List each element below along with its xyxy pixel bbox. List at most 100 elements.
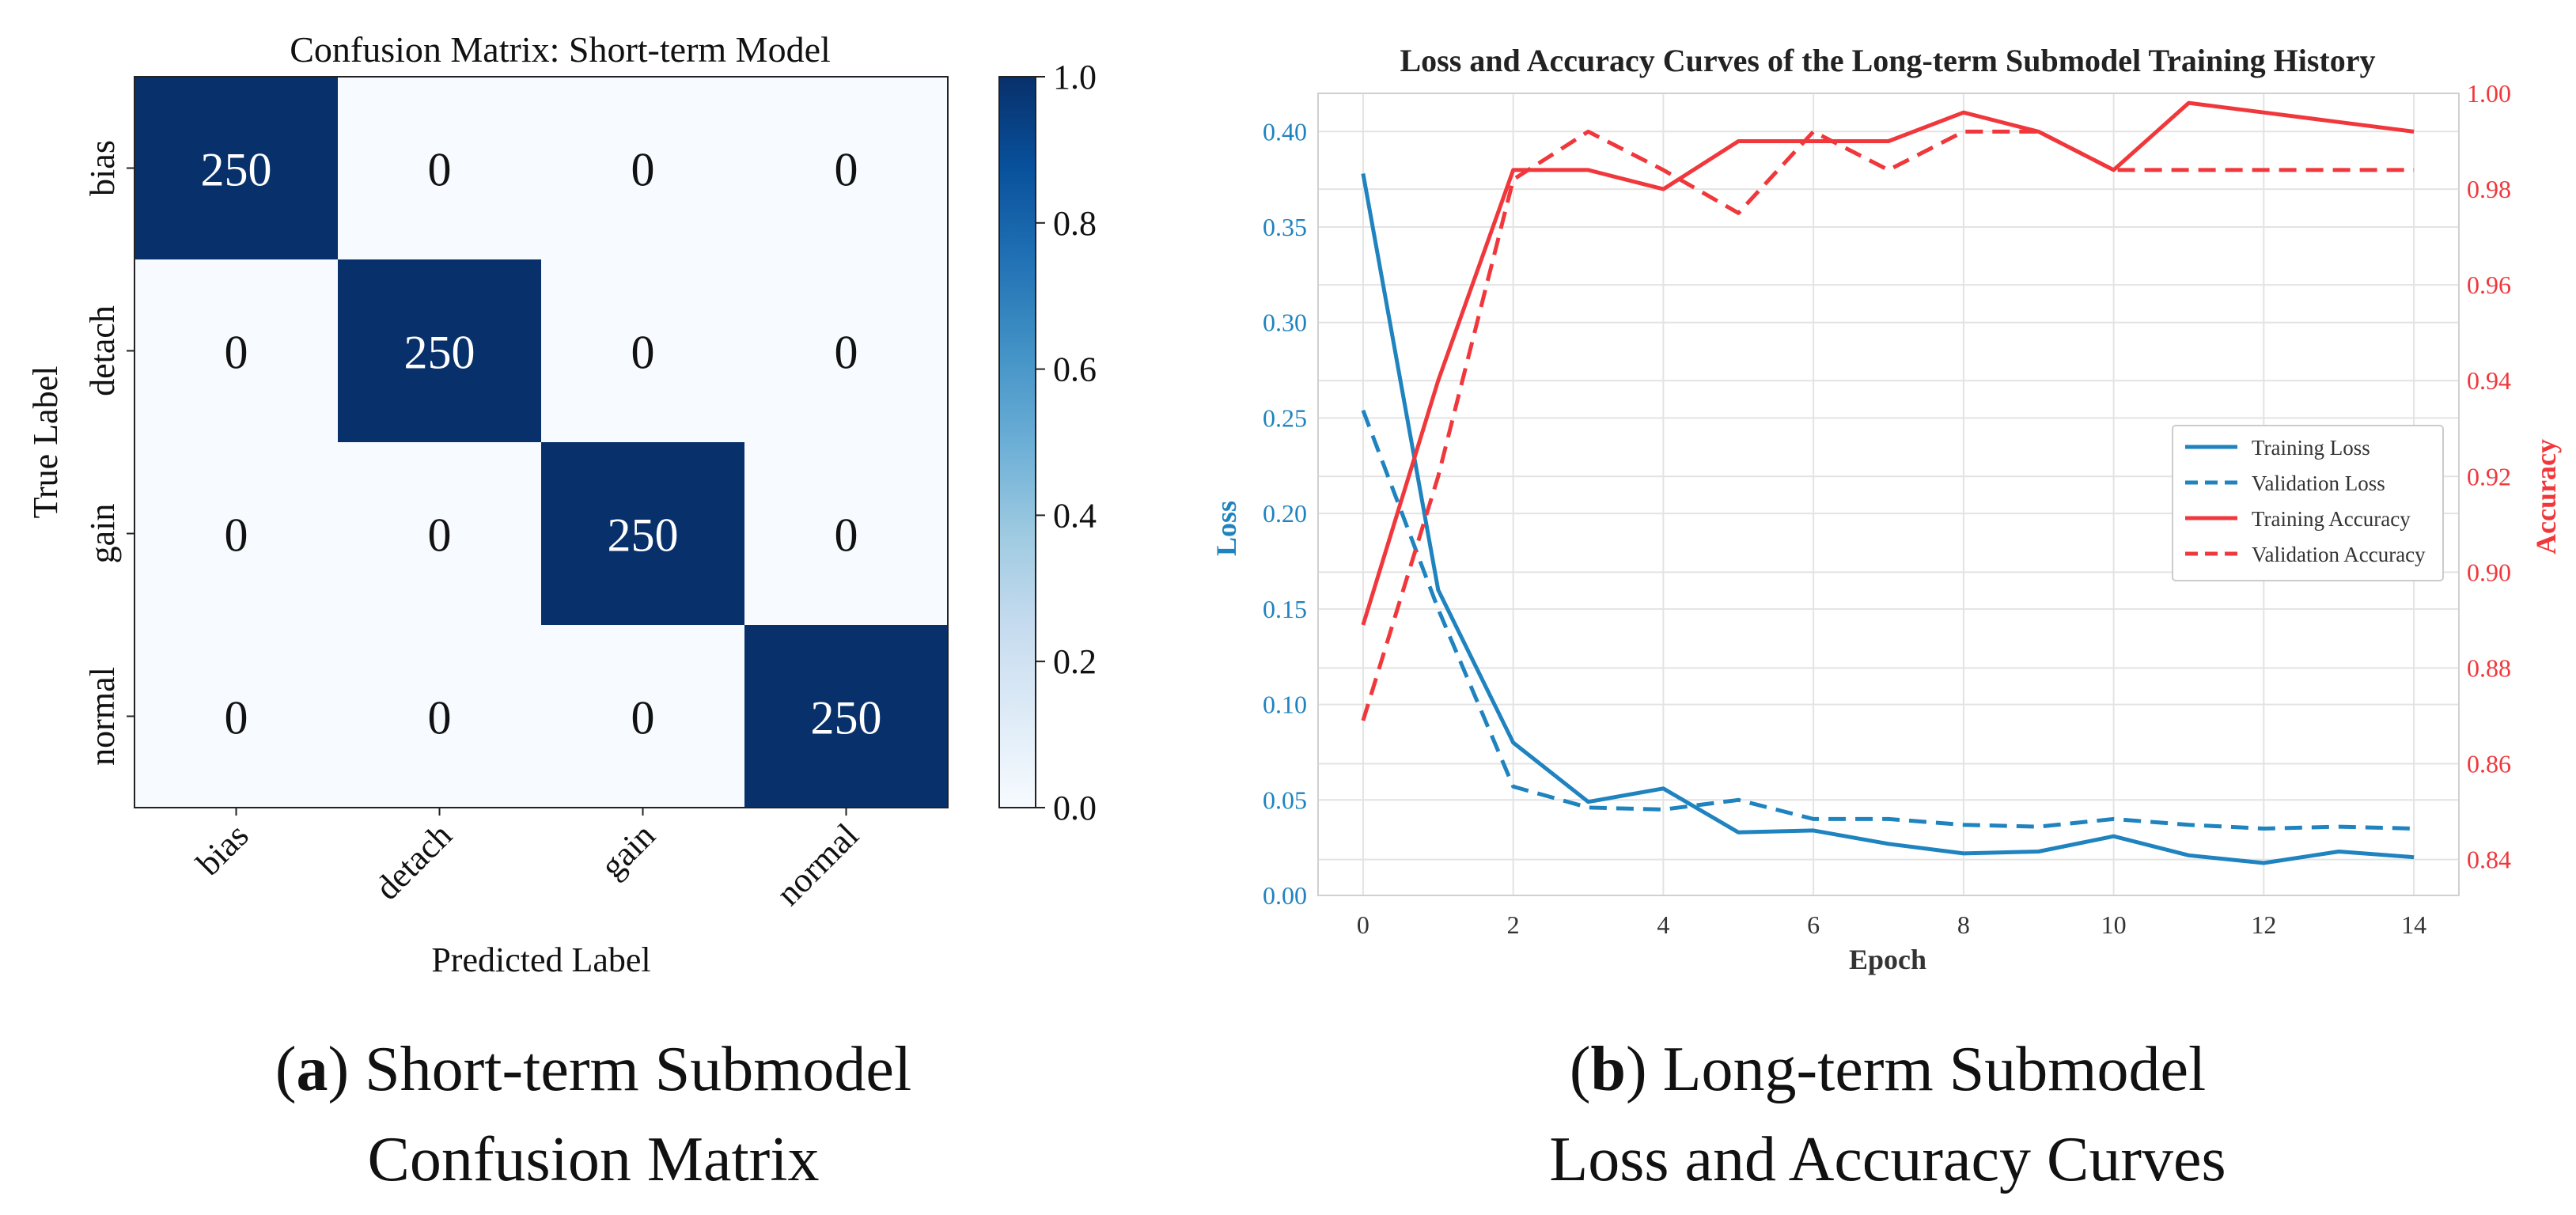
legend-label: Training Accuracy <box>2252 507 2411 531</box>
svg-text:(a) Short-term Submodel: (a) Short-term Submodel <box>275 1035 911 1104</box>
colorbar-tick-label: 0.6 <box>1053 350 1097 389</box>
legend-label: Validation Loss <box>2252 471 2385 495</box>
colorbar-ticks: 0.0 0.2 0.4 0.6 0.8 1.0 <box>1036 58 1097 827</box>
cm-cell-value: 0 <box>225 327 248 379</box>
lc-x-tick-label: 8 <box>1957 910 1970 939</box>
cm-cell-value: 0 <box>835 144 858 196</box>
cm-cell-value: 0 <box>428 144 452 196</box>
lc-y-tick-label: 0.30 <box>1263 308 1307 337</box>
lc-y-tick-label: 0.15 <box>1263 595 1307 623</box>
lc-legend: Training Loss Validation Loss Training Acc… <box>2172 425 2444 581</box>
lc-y-tick-label: 0.00 <box>1263 881 1307 910</box>
colorbar <box>998 76 1036 808</box>
lc-y-tick-label: 0.40 <box>1263 117 1307 146</box>
cm-cell <box>541 77 745 260</box>
cm-x-tick-label: gain <box>593 816 662 885</box>
lc-x-tick-label: 4 <box>1657 910 1669 939</box>
caption-b-paren-open: ( <box>1570 1035 1591 1104</box>
lc-x-axis-label: Epoch <box>1849 944 1926 975</box>
lc-y2-axis-label: Accuracy <box>2530 439 2562 555</box>
lc-y2-tick-label: 0.94 <box>2467 366 2511 395</box>
lc-x-ticks: 0 2 4 6 8 10 12 14 <box>1357 910 2426 939</box>
colorbar-tick-label: 0.8 <box>1053 204 1097 243</box>
lc-x-tick-label: 10 <box>2101 910 2127 939</box>
series-line-3 <box>1361 129 2415 721</box>
caption-a-paren-close: ) <box>328 1035 365 1104</box>
cm-cell <box>338 259 542 443</box>
colorbar-tick-label: 0.2 <box>1053 642 1097 681</box>
lc-x-tick-label: 14 <box>2401 910 2426 939</box>
cm-cell-value: 250 <box>608 509 679 562</box>
cm-cell <box>744 442 949 626</box>
cm-x-ticks: bias detach gain normal <box>189 808 866 913</box>
lc-y2-tick-label: 0.96 <box>2467 271 2511 299</box>
caption-a-paren-open: ( <box>275 1035 297 1104</box>
lc-y2-tick-label: 0.92 <box>2467 462 2511 490</box>
lc-series <box>1361 100 2415 865</box>
cm-cell <box>541 625 745 808</box>
cm-cell <box>541 442 745 626</box>
colorbar-tick-label: 0.0 <box>1053 789 1097 827</box>
caption-a-letter: a <box>296 1035 328 1104</box>
cm-cell-value: 0 <box>225 509 248 562</box>
legend-label: Validation Accuracy <box>2252 543 2426 566</box>
lc-y2-tick-label: 1.00 <box>2467 79 2511 108</box>
colorbar-tick-label: 0.4 <box>1053 496 1097 535</box>
series-line-2 <box>1361 100 2415 626</box>
lc-x-tick-label: 6 <box>1807 910 1820 939</box>
cm-cell <box>744 77 949 260</box>
cm-cell <box>134 625 339 808</box>
cm-cell-value: 0 <box>631 692 655 744</box>
colorbar-tick-label: 1.0 <box>1053 58 1097 97</box>
confusion-matrix-panel: Confusion Matrix: Short-term Model 250 0 0… <box>26 29 1097 979</box>
legend-label: Training Loss <box>2252 436 2370 460</box>
loss-accuracy-panel: Loss and Accuracy Curves of the Long-ter… <box>1210 43 2562 975</box>
cm-cell <box>541 259 745 443</box>
legend-items: Training Loss Validation Loss Training Acc… <box>2185 436 2426 566</box>
series-line-1 <box>1361 409 2415 831</box>
series-line-0 <box>1361 172 2415 865</box>
caption-a: (a) Short-term Submodel Confusion Matrix <box>275 1035 911 1194</box>
lc-y2-tick-label: 0.86 <box>2467 750 2511 778</box>
caption-b-letter: b <box>1590 1035 1626 1104</box>
lc-y-tick-label: 0.20 <box>1263 499 1307 528</box>
cm-x-tick-label: detach <box>368 816 460 907</box>
lc-x-tick-label: 12 <box>2251 910 2276 939</box>
cm-cell-value: 0 <box>631 327 655 379</box>
cm-cell <box>744 259 949 443</box>
cm-cell <box>338 442 542 626</box>
lc-plot-frame <box>1317 93 2460 896</box>
cm-y-tick-label: bias <box>83 140 122 196</box>
cm-cell-value: 250 <box>811 692 882 744</box>
cm-x-axis-label: Predicted Label <box>431 941 650 979</box>
cm-frame <box>134 76 949 808</box>
caption-b-line1: Long-term Submodel <box>1663 1035 2207 1104</box>
lc-x-tick-label: 0 <box>1357 910 1369 939</box>
cm-y-ticks: bias detach gain normal <box>83 140 134 766</box>
caption-b: (b) Long-term Submodel Loss and Accuracy… <box>1549 1035 2226 1194</box>
cm-cell <box>744 625 949 808</box>
caption-b-paren-close: ) <box>1626 1035 1663 1104</box>
cm-cell-value: 0 <box>428 692 452 744</box>
cm-cell <box>338 625 542 808</box>
cm-y-tick-label: normal <box>83 667 122 766</box>
lc-y-tick-label: 0.25 <box>1263 403 1307 432</box>
lc-y2-tick-label: 0.90 <box>2467 558 2511 586</box>
lc-y-tick-label: 0.10 <box>1263 691 1307 719</box>
svg-text:(b) Long-term Submodel: (b) Long-term Submodel <box>1570 1035 2206 1104</box>
lc-y2-tick-label: 0.98 <box>2467 175 2511 203</box>
lc-y2-tick-label: 0.88 <box>2467 653 2511 682</box>
cm-cell-value: 0 <box>225 692 248 744</box>
cm-cell <box>134 77 339 260</box>
lc-y-tick-label: 0.05 <box>1263 785 1307 814</box>
cm-cell <box>134 442 339 626</box>
cm-cell-value: 250 <box>201 144 272 196</box>
lc-y-ticks: 0.00 0.05 0.10 0.15 0.20 0.25 0.30 0.35 0.40 <box>1263 117 1307 910</box>
cm-cell-value: 0 <box>631 144 655 196</box>
cm-y-tick-label: gain <box>83 504 122 564</box>
cm-cell <box>134 259 339 443</box>
lc-y-axis-label: Loss <box>1210 501 1242 556</box>
cm-cell-value: 0 <box>428 509 452 562</box>
cm-cell-value: 250 <box>404 327 475 379</box>
